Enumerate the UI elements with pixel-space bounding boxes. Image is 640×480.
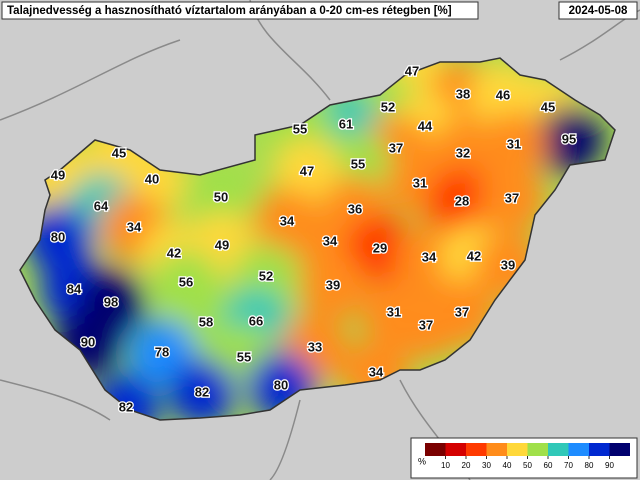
colorbar-unit: % <box>418 456 426 466</box>
colorbar-swatch <box>589 443 610 456</box>
colorbar-swatch <box>486 443 507 456</box>
station-value: 39 <box>326 277 340 292</box>
station-labels: 47 38 46 45 95 52 61 55 44 37 32 31 45 55 47 49 40 31 50 36… <box>50 62 578 416</box>
station-value: 37 <box>389 140 403 155</box>
station-value: 36 <box>348 201 362 216</box>
station-value: 55 <box>237 349 251 364</box>
station-value: 80 <box>51 229 65 244</box>
station-value: 82 <box>119 399 133 414</box>
colorbar-tick-label: 10 <box>441 461 450 470</box>
station-value: 56 <box>179 274 193 289</box>
station-value: 58 <box>199 314 213 329</box>
field-blobs <box>24 58 603 420</box>
station-value: 31 <box>507 136 521 151</box>
field-blob <box>535 106 603 174</box>
station-value: 28 <box>455 193 469 208</box>
station-value: 55 <box>293 121 307 136</box>
colorbar-swatch <box>548 443 569 456</box>
station-value: 47 <box>405 63 419 78</box>
station-value: 29 <box>373 240 387 255</box>
colorbar-swatch <box>445 443 466 456</box>
station-value: 40 <box>145 171 159 186</box>
station-value: 39 <box>501 257 515 272</box>
station-value: 46 <box>496 87 510 102</box>
field-blob <box>478 165 546 233</box>
colorbar-tick-label: 60 <box>544 461 553 470</box>
station-value: 33 <box>308 339 322 354</box>
station-value: 31 <box>413 175 427 190</box>
station-value: 38 <box>456 86 470 101</box>
colorbar-tick-label: 80 <box>585 461 594 470</box>
station-value: 82 <box>195 384 209 399</box>
colorbar-swatch <box>425 443 446 456</box>
station-value: 52 <box>259 268 273 283</box>
station-value: 61 <box>339 116 353 131</box>
station-value: 34 <box>280 213 295 228</box>
colorbar-tick-label: 40 <box>503 461 512 470</box>
colorbar-tick-label: 30 <box>482 461 491 470</box>
station-value: 98 <box>104 294 118 309</box>
station-value: 37 <box>505 190 519 205</box>
field-blob <box>299 252 367 320</box>
field-blob <box>392 292 460 360</box>
station-value: 55 <box>351 156 365 171</box>
station-value: 34 <box>369 364 384 379</box>
field-blob <box>480 111 548 179</box>
field-blob <box>168 359 236 420</box>
colorbar-swatch <box>466 443 487 456</box>
station-value: 37 <box>455 304 469 319</box>
station-value: 78 <box>155 344 169 359</box>
station-value: 80 <box>274 377 288 392</box>
colorbar-swatch <box>609 443 630 456</box>
station-value: 37 <box>419 317 433 332</box>
station-value: 45 <box>541 99 555 114</box>
station-value: 84 <box>67 281 82 296</box>
colorbar: 10 20 30 40 50 60 70 80 90 <box>425 443 630 470</box>
station-value: 66 <box>249 313 263 328</box>
colorbar-swatch <box>568 443 589 456</box>
field-blob <box>187 164 255 232</box>
field-blob <box>428 168 496 236</box>
date: 2024-05-08 <box>569 5 628 17</box>
station-value: 64 <box>94 198 109 213</box>
station-value: 32 <box>456 145 470 160</box>
station-value: 47 <box>300 163 314 178</box>
station-value: 34 <box>127 219 142 234</box>
colorbar-tick-label: 70 <box>564 461 573 470</box>
station-value: 34 <box>422 249 437 264</box>
station-value: 42 <box>467 248 481 263</box>
station-value: 34 <box>323 233 338 248</box>
title-box <box>1 1 479 20</box>
colorbar-tick-label: 90 <box>605 461 614 470</box>
station-value: 90 <box>81 334 95 349</box>
colorbar-tick-label: 20 <box>462 461 471 470</box>
colorbar-swatch <box>507 443 528 456</box>
station-value: 49 <box>215 237 229 252</box>
station-value: 50 <box>214 189 228 204</box>
station-value: 42 <box>167 245 181 260</box>
station-value: 45 <box>112 145 126 160</box>
station-value: 52 <box>381 99 395 114</box>
station-value: 44 <box>418 118 433 133</box>
colorbar-swatch <box>527 443 548 456</box>
station-value: 95 <box>562 131 576 146</box>
date-box <box>558 1 638 20</box>
colorbar-tick-label: 50 <box>523 461 532 470</box>
title: Talajnedvesség a hasznosítható víztartal… <box>7 5 452 17</box>
station-value: 49 <box>51 167 65 182</box>
station-value: 31 <box>387 304 401 319</box>
